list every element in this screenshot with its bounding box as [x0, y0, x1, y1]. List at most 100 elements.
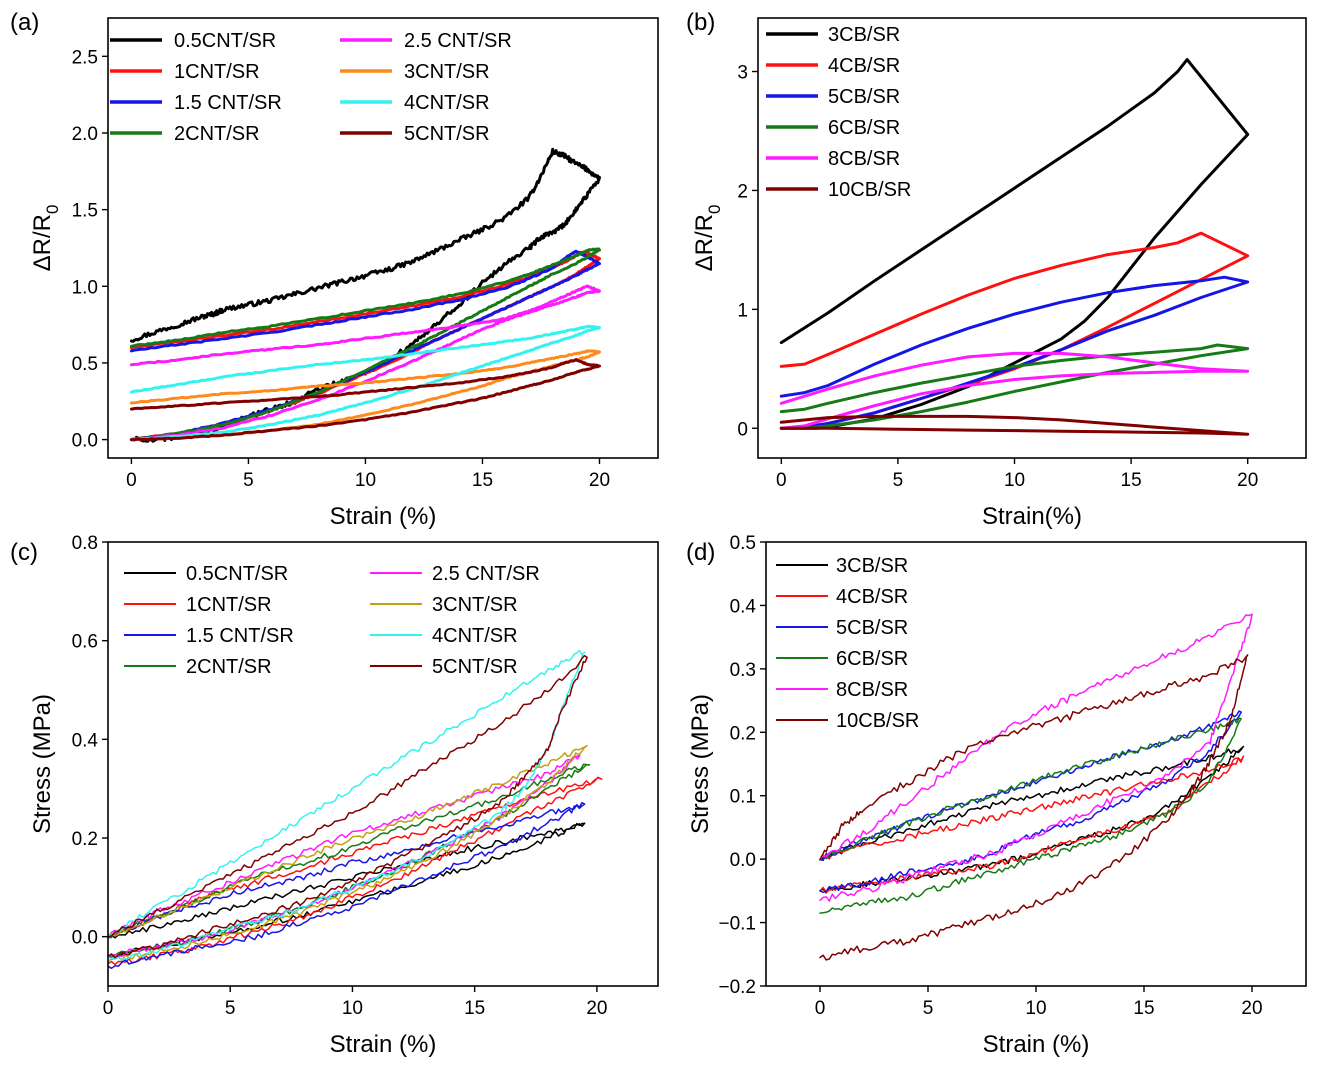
legend-item: 4CNT/SR	[370, 625, 518, 647]
legend-label: 1CNT/SR	[174, 61, 260, 83]
legend-label: 6CB/SR	[836, 648, 908, 670]
y-axis-title-subscript: 0	[705, 205, 724, 214]
legend-label: 10CB/SR	[828, 179, 911, 201]
legend-item: 4CNT/SR	[340, 92, 490, 114]
x-axis-title: Strain (%)	[330, 1031, 437, 1058]
y-axis-title-subscript: 0	[43, 205, 62, 214]
legend-item: 5CNT/SR	[370, 656, 518, 678]
series-line-5cntsr	[129, 358, 601, 442]
y-tick-label: 0.1	[730, 787, 756, 808]
x-tick-label: 5	[225, 998, 236, 1019]
x-tick-label: 10	[1025, 998, 1046, 1019]
legend-item: 10CB/SR	[766, 179, 911, 201]
legend-label: 0.5CNT/SR	[174, 30, 276, 52]
x-tick-label: 0	[126, 470, 137, 491]
y-axis-title: ΔR/R0	[691, 205, 724, 272]
series-group	[819, 613, 1253, 961]
series-line-1.5cntsr	[108, 801, 586, 970]
legend-label: 4CNT/SR	[432, 625, 518, 647]
legend-label: 8CB/SR	[836, 679, 908, 701]
series-line-10cbsr	[819, 654, 1249, 961]
x-axis-title: Strain (%)	[983, 1031, 1090, 1058]
series-group	[779, 58, 1250, 436]
legend-label: 0.5CNT/SR	[186, 563, 288, 585]
panel-label: (d)	[686, 539, 715, 566]
y-tick-label: 0.0	[72, 431, 98, 452]
y-tick-label: 0.5	[72, 354, 98, 375]
y-axis-title-main: Stress (MPa)	[687, 694, 714, 834]
legend-item: 1.5 CNT/SR	[110, 92, 282, 114]
y-tick-label: −0.1	[718, 914, 756, 935]
x-tick-label: 10	[355, 470, 376, 491]
series-line-3cntsr	[108, 744, 588, 963]
y-tick-label: 1.0	[72, 277, 98, 298]
x-tick-label: 0	[776, 470, 787, 491]
y-tick-label: −0.2	[718, 977, 756, 998]
plot-frame	[757, 17, 1307, 459]
series-line-5cbsr	[819, 710, 1242, 894]
x-tick-label: 0	[815, 998, 826, 1019]
legend-item: 3CB/SR	[766, 24, 900, 46]
legend-item: 4CB/SR	[766, 55, 900, 77]
series-line-1.5cntsr	[129, 249, 601, 442]
legend-item: 2CNT/SR	[124, 656, 272, 678]
y-axis-title: Stress (MPa)	[687, 694, 714, 834]
series-line-6cbsr	[779, 343, 1250, 430]
legend-item: 8CB/SR	[766, 148, 900, 170]
series-line-3cbsr	[819, 745, 1245, 894]
y-tick-label: 0	[737, 419, 748, 440]
series-line-4cbsr	[819, 755, 1245, 893]
x-tick-label: 5	[923, 998, 934, 1019]
legend-item: 2.5 CNT/SR	[370, 563, 540, 585]
series-line-2cntsr	[129, 247, 601, 442]
legend-item: 0.5CNT/SR	[110, 30, 276, 52]
legend-label: 4CNT/SR	[404, 92, 490, 114]
legend-label: 4CB/SR	[836, 586, 908, 608]
series-line-8cbsr	[779, 351, 1250, 430]
legend-label: 3CB/SR	[836, 555, 908, 577]
y-tick-label: 2	[737, 181, 748, 202]
legend: 3CB/SR 4CB/SR 5CB/SR 6CB/SR 8CB/SR 10CB/SR	[776, 555, 919, 732]
series-group	[129, 147, 601, 443]
panel-label: (a)	[10, 9, 39, 36]
legend-label: 2.5 CNT/SR	[404, 30, 512, 52]
series-line-1cntsr	[129, 250, 601, 442]
legend-item: 6CB/SR	[776, 648, 908, 670]
x-tick-label: 0	[103, 998, 114, 1019]
series-line-4cntsr	[129, 324, 601, 442]
series-line-6cbsr	[819, 717, 1242, 914]
chart-panel-1: 0 5 10 15 20 0.0 0.5 1.0 1.5 2.0 2.5 Strain (%) ΔR/R…	[10, 9, 659, 530]
legend-label: 1CNT/SR	[186, 594, 272, 616]
legend-label: 5CNT/SR	[404, 123, 490, 145]
y-tick-label: 1	[737, 300, 748, 321]
legend-item: 0.5CNT/SR	[124, 563, 288, 585]
x-tick-label: 20	[1237, 470, 1258, 491]
x-tick-label: 10	[342, 998, 363, 1019]
legend-label: 1.5 CNT/SR	[186, 625, 294, 647]
legend-label: 6CB/SR	[828, 117, 900, 139]
legend: 0.5CNT/SR 1CNT/SR 1.5 CNT/SR 2CNT/SR 2.5 CNT…	[110, 30, 512, 145]
legend-item: 5CB/SR	[766, 86, 900, 108]
legend: 3CB/SR 4CB/SR 5CB/SR 6CB/SR 8CB/SR 10CB/SR	[766, 24, 911, 201]
legend-item: 2.5 CNT/SR	[340, 30, 512, 52]
y-axis-title: Stress (MPa)	[29, 694, 56, 834]
plot-frame	[107, 541, 659, 987]
y-tick-label: 0.4	[730, 596, 757, 617]
legend-label: 3CNT/SR	[404, 61, 490, 83]
series-line-2.5cntsr	[129, 284, 601, 442]
x-tick-label: 10	[1004, 470, 1025, 491]
x-tick-label: 20	[586, 998, 607, 1019]
legend-item: 5CB/SR	[776, 617, 908, 639]
series-line-0.5cntsr	[129, 147, 601, 443]
legend-label: 3CNT/SR	[432, 594, 518, 616]
legend-item: 10CB/SR	[776, 710, 919, 732]
legend: 0.5CNT/SR 1CNT/SR 1.5 CNT/SR 2CNT/SR 2.5 CNT…	[124, 563, 540, 678]
x-tick-label: 15	[472, 470, 493, 491]
legend-label: 8CB/SR	[828, 148, 900, 170]
x-tick-label: 15	[1121, 470, 1142, 491]
legend-item: 4CB/SR	[776, 586, 908, 608]
legend-label: 2CNT/SR	[186, 656, 272, 678]
legend-label: 5CB/SR	[828, 86, 900, 108]
y-tick-label: 0.3	[730, 660, 756, 681]
